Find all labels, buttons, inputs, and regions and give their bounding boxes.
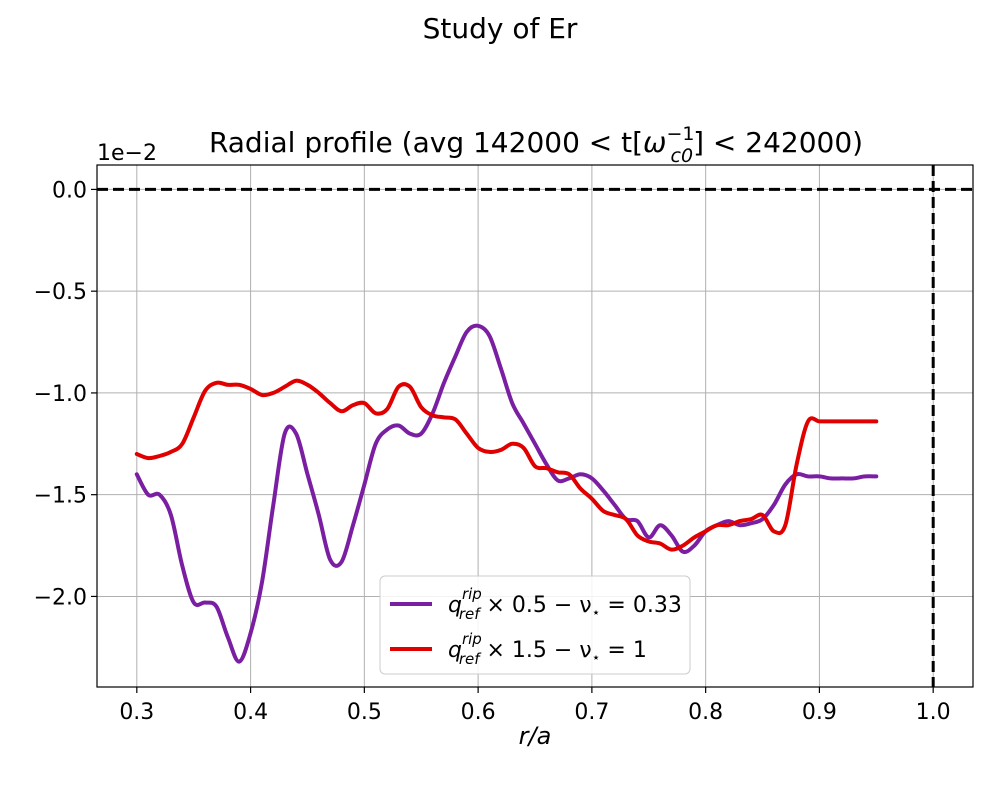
x-tick-label: 0.4 <box>233 700 268 725</box>
title-omega-symbol: ω <box>643 126 666 159</box>
y-tick-label: −2.0 <box>34 585 87 610</box>
title-prefix: Radial profile (avg 142000 < t[ <box>209 126 643 159</box>
legend-label-series-1: qrip ref × 0.5 − ν⋆ = 0.33 <box>448 585 682 623</box>
x-axis-label: r/a <box>519 722 552 750</box>
title-superscript: −1 <box>667 123 695 145</box>
x-axis-ticks: 0.3 0.4 0.5 0.6 0.7 0.8 0.9 1.0 <box>119 687 951 725</box>
x-tick-label: 1.0 <box>916 700 951 725</box>
legend-tail: = 1 <box>600 638 646 663</box>
grid-layer <box>97 165 973 687</box>
y-tick-label: 0.0 <box>52 178 87 203</box>
x-tick-label: 0.5 <box>347 700 382 725</box>
legend-q: q <box>448 638 462 663</box>
legend-box <box>379 575 691 675</box>
plot-frame <box>96 164 974 688</box>
series-line-1 <box>134 323 879 664</box>
x-tick-label: 0.7 <box>574 700 609 725</box>
legend: qrip ref × 0.5 − ν⋆ = 0.33 qrip ref × 1.5 … <box>379 575 691 675</box>
legend-sup: rip <box>462 585 482 603</box>
legend-sup: rip <box>462 630 482 648</box>
legend-label-series-2: qrip ref × 1.5 − ν⋆ = 1 <box>448 630 647 668</box>
series-line-2 <box>134 378 879 552</box>
legend-rest: × 1.5 − ν <box>480 638 592 663</box>
y-tick-label: −1.0 <box>34 382 87 407</box>
title-suffix: ] < 242000) <box>693 126 863 159</box>
reference-lines-layer <box>97 165 973 687</box>
x-tick-label: 0.6 <box>461 700 496 725</box>
y-tick-label: −1.5 <box>34 484 87 509</box>
legend-tail: = 0.33 <box>600 593 681 618</box>
x-tick-label: 0.8 <box>688 700 723 725</box>
x-tick-label: 0.9 <box>802 700 837 725</box>
legend-sub: ref <box>459 650 482 668</box>
legend-star: ⋆ <box>592 605 601 621</box>
y-axis-ticks: 0.0 −0.5 −1.0 −1.5 −2.0 <box>34 178 97 610</box>
y-tick-label: −0.5 <box>34 280 87 305</box>
series-layer <box>134 323 879 664</box>
figure-suptitle: Study of Er <box>423 12 578 45</box>
legend-star: ⋆ <box>592 650 601 666</box>
title-subscript: c0 <box>671 145 694 167</box>
legend-q: q <box>448 593 462 618</box>
legend-sub: ref <box>459 605 482 623</box>
y-offset-text: 1e−2 <box>97 141 157 166</box>
x-tick-label: 0.3 <box>119 700 154 725</box>
legend-rest: × 0.5 − ν <box>480 593 592 618</box>
chart-title: Radial profile (avg 142000 < t[ω−1 c0] < … <box>209 123 863 167</box>
